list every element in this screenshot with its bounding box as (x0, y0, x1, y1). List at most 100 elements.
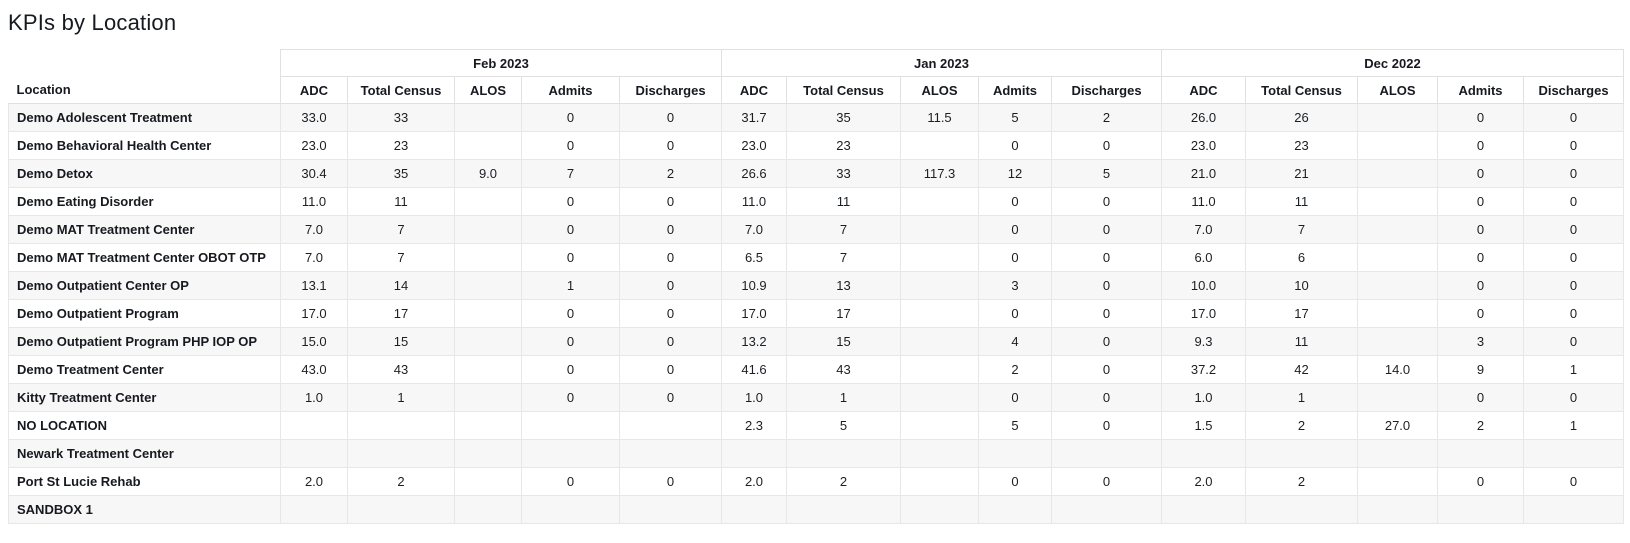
kpi-cell[interactable]: 5 (978, 103, 1052, 132)
row-location-label[interactable]: Demo MAT Treatment Center OBOT OTP (8, 243, 281, 272)
kpi-cell[interactable]: 43 (347, 355, 455, 384)
kpi-cell[interactable]: 0 (619, 355, 722, 384)
kpi-cell[interactable]: 35 (786, 103, 901, 132)
kpi-cell[interactable]: 0 (1523, 243, 1624, 272)
kpi-cell[interactable]: 15 (347, 327, 455, 356)
kpi-cell[interactable]: 0 (1051, 327, 1162, 356)
kpi-cell[interactable]: 1.0 (280, 383, 348, 412)
kpi-cell[interactable]: 9.0 (454, 159, 522, 188)
kpi-cell[interactable] (900, 411, 979, 440)
kpi-cell[interactable]: 0 (521, 327, 620, 356)
kpi-cell[interactable]: 7 (347, 243, 455, 272)
kpi-cell[interactable]: 10.0 (1161, 271, 1246, 300)
kpi-cell[interactable]: 0 (978, 383, 1052, 412)
kpi-cell[interactable]: 17 (786, 299, 901, 328)
kpi-cell[interactable]: 23.0 (280, 131, 348, 160)
kpi-cell[interactable]: 3 (1437, 327, 1524, 356)
kpi-cell[interactable]: 17.0 (721, 299, 787, 328)
kpi-cell[interactable]: 33.0 (280, 103, 348, 132)
kpi-cell[interactable]: 6.5 (721, 243, 787, 272)
kpi-cell[interactable]: 0 (1051, 215, 1162, 244)
kpi-cell[interactable]: 0 (619, 271, 722, 300)
kpi-cell[interactable]: 0 (619, 243, 722, 272)
kpi-cell[interactable]: 7 (521, 159, 620, 188)
column-header-admits-group2[interactable]: Admits (1437, 76, 1524, 104)
column-header-admits-group0[interactable]: Admits (521, 76, 620, 104)
kpi-cell[interactable]: 14.0 (1357, 355, 1438, 384)
kpi-cell[interactable]: 0 (521, 243, 620, 272)
kpi-cell[interactable] (1523, 495, 1624, 524)
kpi-cell[interactable] (978, 495, 1052, 524)
kpi-cell[interactable]: 23.0 (721, 131, 787, 160)
column-header-admits-group1[interactable]: Admits (978, 76, 1052, 104)
kpi-cell[interactable]: 43 (786, 355, 901, 384)
kpi-cell[interactable]: 0 (1051, 355, 1162, 384)
kpi-cell[interactable]: 13 (786, 271, 901, 300)
kpi-cell[interactable] (347, 411, 455, 440)
kpi-cell[interactable]: 0 (1437, 467, 1524, 496)
kpi-cell[interactable] (521, 411, 620, 440)
kpi-cell[interactable]: 0 (1051, 411, 1162, 440)
kpi-cell[interactable]: 1 (786, 383, 901, 412)
kpi-cell[interactable] (454, 131, 522, 160)
kpi-cell[interactable] (1245, 439, 1358, 468)
kpi-cell[interactable] (619, 439, 722, 468)
kpi-cell[interactable]: 0 (1437, 187, 1524, 216)
kpi-cell[interactable]: 43.0 (280, 355, 348, 384)
kpi-cell[interactable]: 41.6 (721, 355, 787, 384)
kpi-cell[interactable] (454, 103, 522, 132)
kpi-cell[interactable] (521, 439, 620, 468)
kpi-cell[interactable]: 0 (1051, 131, 1162, 160)
kpi-cell[interactable]: 1.0 (721, 383, 787, 412)
kpi-cell[interactable]: 7 (786, 215, 901, 244)
kpi-cell[interactable]: 1.0 (1161, 383, 1246, 412)
kpi-cell[interactable]: 33 (786, 159, 901, 188)
row-location-label[interactable]: Demo MAT Treatment Center (8, 215, 281, 244)
kpi-cell[interactable]: 11.0 (721, 187, 787, 216)
kpi-cell[interactable]: 0 (1051, 187, 1162, 216)
kpi-cell[interactable]: 17 (347, 299, 455, 328)
kpi-cell[interactable] (280, 495, 348, 524)
kpi-cell[interactable] (900, 243, 979, 272)
kpi-cell[interactable]: 0 (1437, 383, 1524, 412)
kpi-cell[interactable]: 0 (1523, 131, 1624, 160)
kpi-cell[interactable] (619, 411, 722, 440)
kpi-cell[interactable]: 0 (978, 243, 1052, 272)
kpi-cell[interactable] (1523, 439, 1624, 468)
kpi-cell[interactable] (1357, 131, 1438, 160)
kpi-cell[interactable]: 2.0 (280, 467, 348, 496)
row-location-label[interactable]: Demo Adolescent Treatment (8, 103, 281, 132)
row-location-label[interactable]: Newark Treatment Center (8, 439, 281, 468)
kpi-cell[interactable]: 15.0 (280, 327, 348, 356)
kpi-cell[interactable]: 2 (978, 355, 1052, 384)
kpi-cell[interactable] (1245, 495, 1358, 524)
column-header-alos-group0[interactable]: ALOS (454, 76, 522, 104)
kpi-cell[interactable]: 30.4 (280, 159, 348, 188)
kpi-cell[interactable]: 0 (521, 103, 620, 132)
kpi-cell[interactable] (900, 355, 979, 384)
kpi-cell[interactable] (454, 187, 522, 216)
kpi-cell[interactable] (1357, 439, 1438, 468)
kpi-cell[interactable] (900, 215, 979, 244)
kpi-cell[interactable] (454, 243, 522, 272)
kpi-cell[interactable] (900, 383, 979, 412)
kpi-cell[interactable]: 7 (786, 243, 901, 272)
kpi-cell[interactable] (347, 495, 455, 524)
kpi-cell[interactable]: 1 (521, 271, 620, 300)
kpi-cell[interactable]: 15 (786, 327, 901, 356)
row-location-label[interactable]: Demo Outpatient Program (8, 299, 281, 328)
kpi-cell[interactable]: 21.0 (1161, 159, 1246, 188)
kpi-cell[interactable]: 0 (1437, 215, 1524, 244)
column-header-total-census-group2[interactable]: Total Census (1245, 76, 1358, 104)
column-header-total-census-group0[interactable]: Total Census (347, 76, 455, 104)
column-header-total-census-group1[interactable]: Total Census (786, 76, 901, 104)
kpi-cell[interactable] (1357, 271, 1438, 300)
kpi-cell[interactable]: 1 (347, 383, 455, 412)
kpi-cell[interactable] (1357, 243, 1438, 272)
kpi-cell[interactable]: 2 (1245, 467, 1358, 496)
kpi-cell[interactable]: 14 (347, 271, 455, 300)
kpi-cell[interactable] (347, 439, 455, 468)
kpi-cell[interactable]: 0 (1051, 467, 1162, 496)
kpi-cell[interactable]: 2.0 (721, 467, 787, 496)
row-location-label[interactable]: Demo Eating Disorder (8, 187, 281, 216)
